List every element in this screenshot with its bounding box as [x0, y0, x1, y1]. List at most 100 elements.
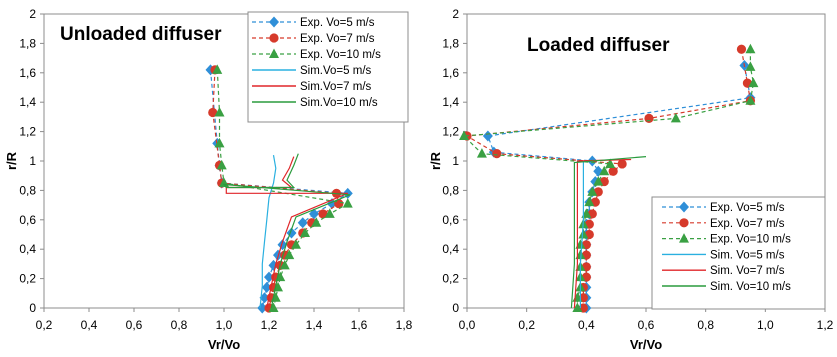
y-tick-label: 0	[29, 301, 36, 315]
data-point	[593, 176, 604, 186]
data-point	[208, 107, 218, 118]
data-point	[482, 130, 493, 142]
data-point	[748, 77, 759, 88]
x-tick-label: 1,8	[396, 318, 413, 332]
y-tick-label: 1,8	[442, 36, 459, 50]
data-point	[311, 217, 322, 227]
x-tick-label: 1,6	[351, 318, 368, 332]
series-sim-3	[259, 154, 277, 309]
x-tick-label: 1,4	[306, 318, 323, 332]
data-point	[318, 209, 328, 219]
series-line	[209, 69, 350, 309]
legend-label: Exp. Vo=10 m/s	[300, 49, 381, 61]
data-point	[605, 158, 616, 168]
legend-marker	[269, 33, 279, 43]
unloaded-diffuser-chart: 00,20,40,60,811,21,41,61,820,2 0,4 0,6 0,8 1…	[4, 7, 413, 352]
x-tick-label: 0,2	[518, 318, 535, 332]
x-axis-label: Vr/Vo	[208, 337, 240, 352]
y-tick-label: 2	[452, 7, 459, 21]
series-line	[216, 69, 350, 309]
data-point	[584, 196, 595, 207]
legend-label: Exp. Vo=7 m/s	[710, 218, 785, 230]
y-tick-label: 1,6	[19, 66, 36, 80]
data-point	[492, 149, 502, 159]
data-point	[261, 281, 272, 293]
x-tick-label: 0,6	[638, 318, 655, 332]
legend-label: Exp. Vo=10 m/s	[710, 234, 791, 246]
data-point	[264, 271, 274, 283]
data-point	[291, 239, 301, 249]
data-point	[587, 186, 598, 196]
data-point	[216, 159, 227, 170]
x-axis-label: Vr/Vo	[630, 337, 662, 352]
legend-label: Sim.Vo=5 m/s	[300, 65, 372, 77]
data-point	[212, 64, 223, 74]
legend: Exp. Vo=5 m/s Exp. Vo=7 m/s Exp. Vo=10 m/s…	[247, 11, 409, 123]
y-tick-label: 0	[452, 301, 459, 315]
data-point	[342, 198, 353, 208]
series-exp-1	[462, 44, 756, 313]
legend-marker	[269, 16, 279, 28]
x-tick-label: 1,2	[817, 318, 834, 332]
y-tick-label: 1	[452, 154, 459, 168]
series-sim-5	[222, 153, 351, 309]
data-point	[745, 61, 756, 71]
series-sim-5	[570, 156, 647, 309]
legend-box	[247, 11, 409, 123]
legend-label: Exp. Vo=5 m/s	[300, 17, 375, 29]
chart-title: Loaded diffuser	[527, 35, 670, 56]
data-point	[608, 166, 618, 176]
legend-label: Sim. Vo=7 m/s	[710, 265, 785, 277]
y-tick-label: 1,2	[19, 125, 36, 139]
y-tick-label: 0,2	[19, 272, 36, 286]
data-point	[459, 130, 470, 141]
series-sim-3	[579, 161, 585, 308]
data-point	[476, 148, 487, 158]
data-point	[572, 302, 583, 312]
x-tick-label: 0,6	[126, 318, 143, 332]
data-point	[268, 302, 279, 312]
data-point	[644, 113, 654, 123]
loaded-diffuser-chart: 0 0,2 0,4 0,6 0,8 1 1,2 1,4 1,6 1,8 2 0,0 0,2 0,4 0,6 0…	[428, 7, 834, 352]
x-tick-label: 0,0	[459, 318, 476, 332]
legend-label: Sim. Vo=5 m/s	[710, 249, 785, 261]
data-point	[745, 95, 756, 105]
chart-title: Unloaded diffuser	[60, 24, 222, 45]
data-point	[745, 43, 756, 54]
legend-label: Exp. Vo=5 m/s	[710, 202, 785, 214]
data-point	[599, 165, 610, 176]
y-tick-label: 1,2	[442, 125, 459, 139]
series-sim-4	[225, 156, 349, 309]
series-line	[212, 69, 340, 309]
y-tick-label: 0,8	[442, 183, 459, 197]
x-tick-label: 1,0	[757, 318, 774, 332]
y-tick-label: 0,4	[19, 242, 36, 256]
series-line	[259, 154, 277, 309]
y-tick-label: 1,4	[19, 95, 36, 109]
data-point	[617, 159, 627, 169]
data-point	[214, 137, 225, 148]
series-line	[225, 156, 349, 309]
x-tick-label: 0,2	[36, 318, 53, 332]
legend-marker	[679, 218, 689, 228]
data-point	[324, 208, 335, 218]
x-tick-label: 1,0	[216, 318, 233, 332]
series-line	[579, 161, 585, 308]
y-tick-label: 0,4	[442, 242, 459, 256]
legend-marker	[269, 48, 279, 58]
data-point	[214, 106, 225, 117]
legend-label: Sim.Vo=10 m/s	[300, 97, 378, 109]
y-axis-label: r/R	[4, 151, 19, 170]
data-point	[279, 259, 290, 270]
y-tick-label: 1	[29, 154, 36, 168]
y-tick-label: 0,6	[442, 213, 459, 227]
y-tick-label: 0,2	[442, 272, 459, 286]
x-tick-label: 1,2	[261, 318, 278, 332]
x-tick-label: 0,8	[697, 318, 714, 332]
legend-box	[651, 196, 826, 310]
legend-label: Exp. Vo=7 m/s	[300, 33, 375, 45]
data-point	[300, 227, 310, 238]
y-tick-label: 1,8	[19, 36, 36, 50]
legend: Exp. Vo=5 m/s Exp. Vo=7 m/s Exp. Vo=10 m/s…	[651, 196, 826, 310]
